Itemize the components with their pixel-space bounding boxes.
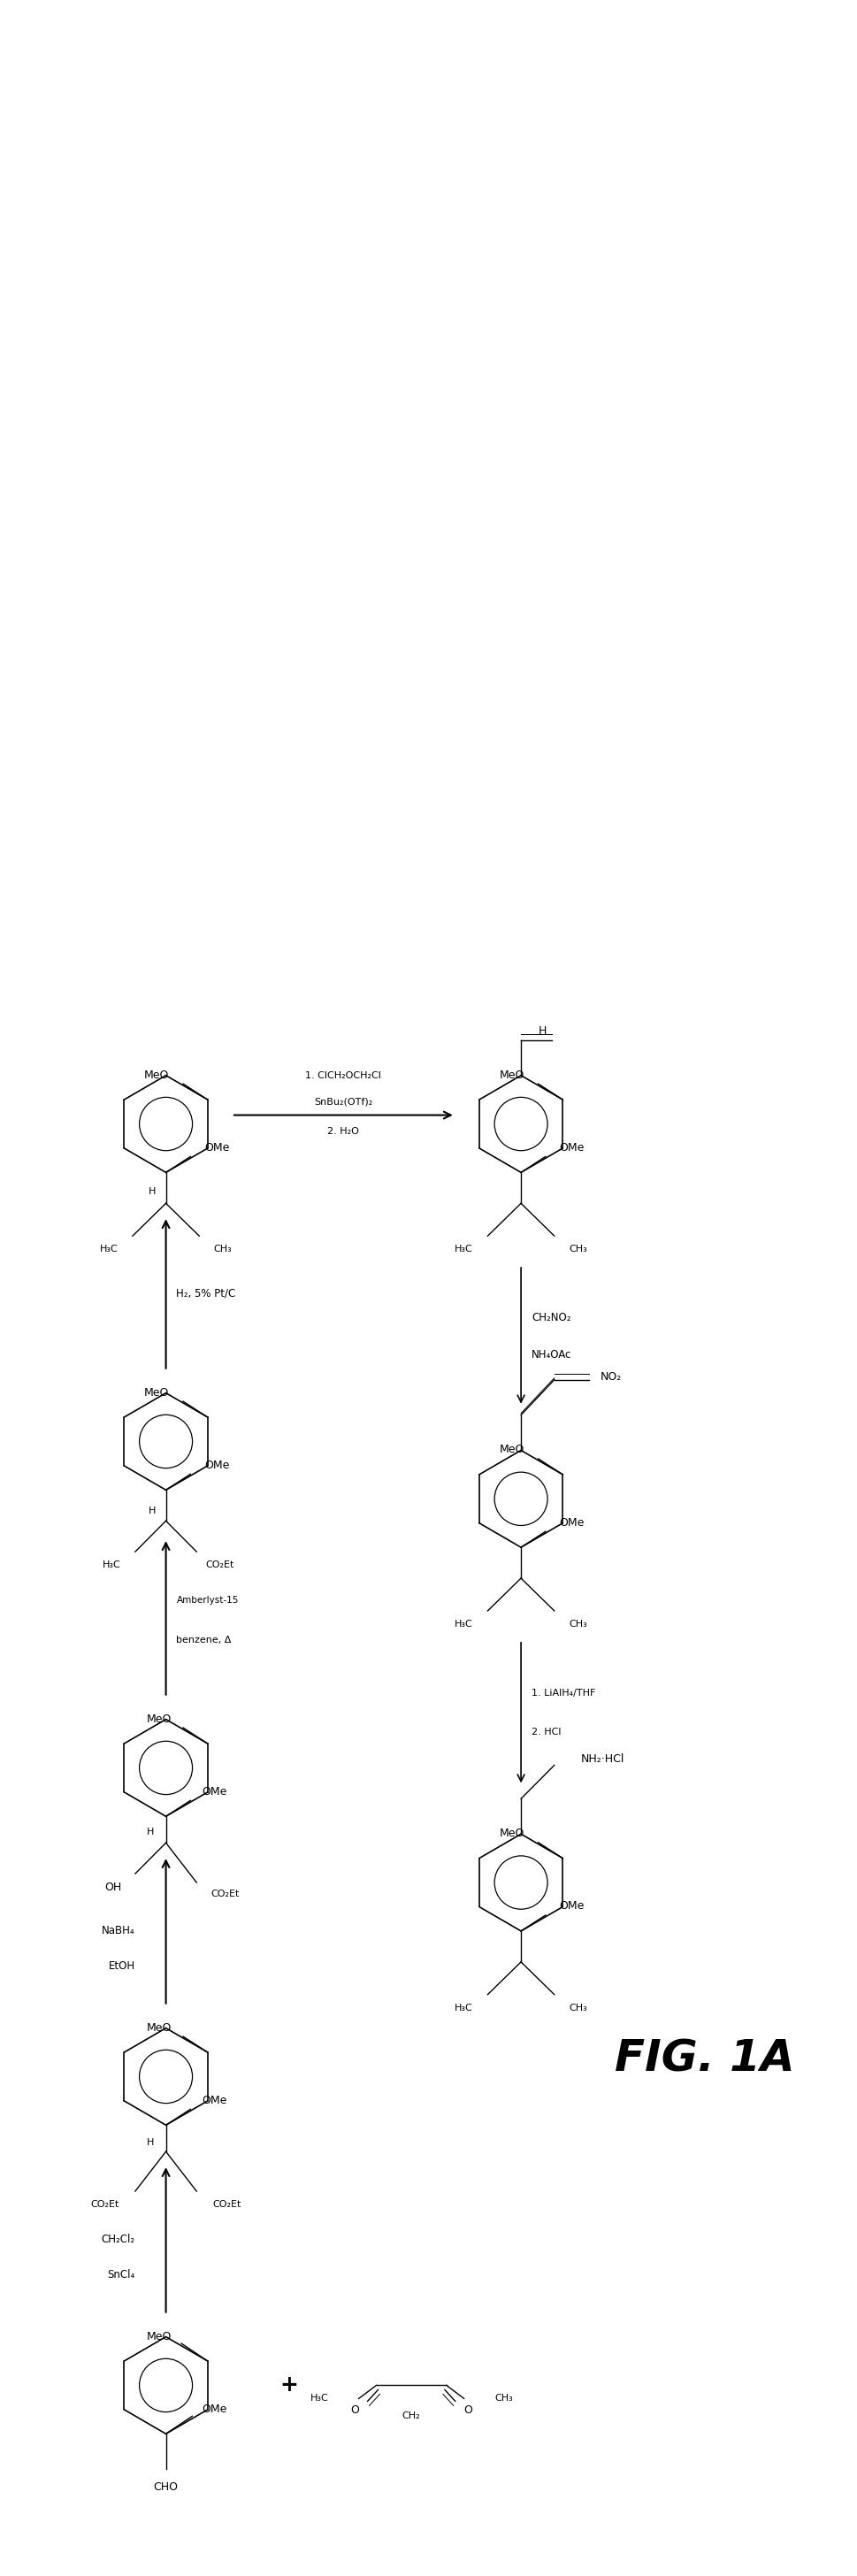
Text: MeO: MeO [144,1386,170,1399]
Text: H: H [148,1188,156,1195]
Text: CH₂: CH₂ [402,2411,421,2421]
Text: CH₃: CH₃ [569,1244,587,1255]
Text: H: H [148,1507,156,1515]
Text: CH₃: CH₃ [569,1620,587,1628]
Text: OMe: OMe [204,1141,230,1154]
Text: CH₂Cl₂: CH₂Cl₂ [101,2233,135,2246]
Text: OMe: OMe [560,1901,584,1911]
Text: O: O [350,2403,359,2416]
Text: MeO: MeO [147,1713,172,1726]
Text: NH₄OAc: NH₄OAc [531,1350,572,1360]
Text: CO₂Et: CO₂Et [213,2200,242,2208]
Text: benzene, Δ: benzene, Δ [177,1636,231,1643]
Text: H₃C: H₃C [99,1244,118,1255]
Text: H₂, 5% Pt/C: H₂, 5% Pt/C [177,1288,236,1298]
Text: +: + [279,2375,298,2396]
Text: H: H [147,1829,153,1837]
Text: CH₂NO₂: CH₂NO₂ [531,1311,571,1324]
Text: 2. H₂O: 2. H₂O [327,1126,359,1136]
Text: H₃C: H₃C [102,1561,121,1569]
Text: MeO: MeO [147,2022,172,2032]
Text: FIG. 1A: FIG. 1A [615,2038,795,2081]
Text: CO₂Et: CO₂Et [206,1561,235,1569]
Text: H₃C: H₃C [455,2004,473,2012]
Text: NaBH₄: NaBH₄ [102,1924,135,1937]
Text: O: O [464,2403,473,2416]
Text: OMe: OMe [201,1785,226,1798]
Text: MeO: MeO [500,1445,524,1455]
Text: CH₃: CH₃ [494,2393,512,2403]
Text: CH₃: CH₃ [213,1244,232,1255]
Text: H: H [147,2138,153,2148]
Text: OMe: OMe [560,1141,584,1154]
Text: SnBu₂(OTf)₂: SnBu₂(OTf)₂ [315,1097,373,1105]
Text: MeO: MeO [144,1069,170,1082]
Text: EtOH: EtOH [109,1960,135,1973]
Text: CHO: CHO [153,2481,178,2494]
Text: H₃C: H₃C [455,1244,473,1255]
Text: OMe: OMe [201,2094,226,2107]
Text: NO₂: NO₂ [601,1370,622,1383]
Text: 2. HCl: 2. HCl [531,1728,561,1736]
Text: 1. ClCH₂OCH₂Cl: 1. ClCH₂OCH₂Cl [305,1072,381,1079]
Text: OMe: OMe [204,1461,230,1471]
Text: MeO: MeO [147,2331,172,2342]
Text: H: H [539,1025,547,1038]
Text: OMe: OMe [560,1517,584,1528]
Text: NH₂·HCl: NH₂·HCl [581,1754,625,1765]
Text: SnCl₄: SnCl₄ [108,2269,135,2280]
Text: CH₃: CH₃ [569,2004,587,2012]
Text: Amberlyst-15: Amberlyst-15 [177,1597,238,1605]
Text: CO₂Et: CO₂Et [211,1891,240,1899]
Text: H₃C: H₃C [310,2393,328,2403]
Text: OMe: OMe [201,2403,226,2414]
Text: MeO: MeO [500,1069,524,1082]
Text: CO₂Et: CO₂Et [90,2200,119,2208]
Text: 1. LiAlH₄/THF: 1. LiAlH₄/THF [531,1690,596,1698]
Text: MeO: MeO [500,1829,524,1839]
Text: OH: OH [105,1880,122,1893]
Text: H₃C: H₃C [455,1620,473,1628]
